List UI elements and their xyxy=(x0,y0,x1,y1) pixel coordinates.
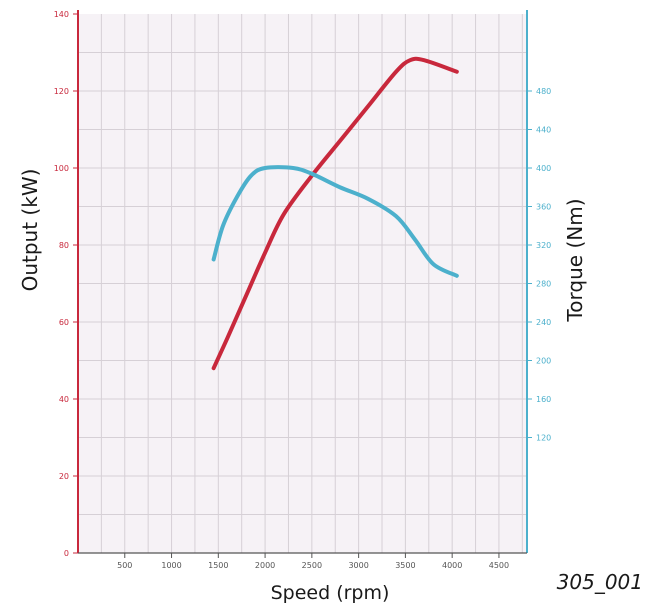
y-axis-left-label: Output (kW) xyxy=(18,168,42,292)
y-right-tick-label: 360 xyxy=(536,203,551,212)
y-right-tick-label: 400 xyxy=(536,164,551,173)
y-left-tick-label: 40 xyxy=(59,395,69,404)
y-axis-right-label: Torque (Nm) xyxy=(563,198,587,322)
y-left-tick-label: 0 xyxy=(64,549,69,558)
y-right-tick-label: 280 xyxy=(536,280,551,289)
y-right-tick-label: 120 xyxy=(536,434,551,443)
x-tick-label: 1500 xyxy=(208,561,228,570)
y-right-tick-label: 240 xyxy=(536,318,551,327)
x-tick-label: 3500 xyxy=(395,561,415,570)
x-axis-label: Speed (rpm) xyxy=(270,582,390,604)
y-right-tick-label: 200 xyxy=(536,357,551,366)
y-left-tick-label: 20 xyxy=(59,472,69,481)
y-right-tick-label: 320 xyxy=(536,241,551,250)
x-tick-label: 2000 xyxy=(255,561,275,570)
x-tick-label: 500 xyxy=(117,561,132,570)
y-right-tick-label: 480 xyxy=(536,87,551,96)
x-tick-label: 2500 xyxy=(302,561,322,570)
x-tick-label: 4500 xyxy=(489,561,509,570)
x-tick-label: 3000 xyxy=(348,561,368,570)
y-left-tick-label: 100 xyxy=(54,164,69,173)
figure-reference: 305_001 xyxy=(556,570,643,594)
series-line-output xyxy=(211,56,459,371)
y-right-tick-label: 440 xyxy=(536,126,551,135)
x-tick-label: 4000 xyxy=(442,561,462,570)
y-left-tick-label: 60 xyxy=(59,318,69,327)
y-left-tick-label: 140 xyxy=(54,10,69,19)
y-right-tick-label: 160 xyxy=(536,395,551,404)
y-left-tick-label: 120 xyxy=(54,87,69,96)
x-tick-label: 1000 xyxy=(161,561,181,570)
y-left-tick-label: 80 xyxy=(59,241,69,250)
series-line-torque xyxy=(211,165,459,278)
